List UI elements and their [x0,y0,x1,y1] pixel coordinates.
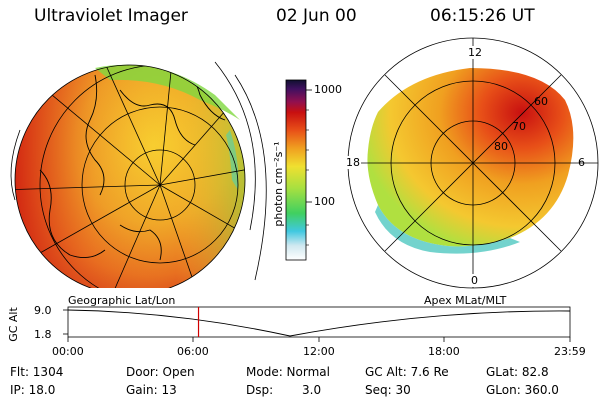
app-title: Ultraviolet Imager [34,6,188,26]
info-seq: Seq: 30 [365,383,411,397]
lat-label-80: 80 [494,140,508,153]
timeline-y-axis-label: GC Alt [6,307,20,342]
time-label: 06:15:26 UT [430,6,535,26]
info-glat: GLat: 82.8 [486,365,549,379]
info-flt: Flt: 1304 [10,365,64,379]
timeline-y-tick-1.8: 1.8 [34,328,52,341]
timeline-right-label: Apex MLat/MLT [424,294,507,307]
lat-label-60: 60 [534,95,548,108]
info-door: Door: Open [126,365,195,379]
timeline-plot [63,306,571,342]
mlt-label-6: 6 [578,156,585,169]
mlt-label-12: 12 [467,46,483,59]
timeline-x-tick-1800: 18:00 [428,345,460,358]
polar-plot [347,37,599,289]
info-mode: Mode: Normal [246,365,330,379]
timeline-x-tick-1200: 12:00 [303,345,335,358]
colorbar-unit-label: photon cm⁻²s⁻¹ [272,141,285,227]
info-dsp-value: 3.0 [302,383,322,397]
colorbar-tick-1000: 1000 [314,83,342,96]
info-glon: GLon: 360.0 [486,383,559,397]
colorbar [285,79,312,261]
date-label: 02 Jun 00 [276,6,357,26]
mlt-label-0: 0 [470,274,479,287]
timeline-x-tick-0600: 06:00 [177,345,209,358]
info-dsp-label: Dsp: [246,383,274,397]
colorbar-tick-100: 100 [314,195,335,208]
mlt-label-18: 18 [345,156,361,169]
timeline-x-tick-0000: 00:00 [52,345,84,358]
info-gain: Gain: 13 [126,383,177,397]
info-gc-alt: GC Alt: 7.6 Re [365,365,449,379]
timeline-y-tick-9: 9.0 [34,304,52,317]
timeline-x-tick-2359: 23:59 [554,345,586,358]
globe-image [10,61,267,288]
timeline-left-label: Geographic Lat/Lon [68,294,176,307]
lat-label-70: 70 [512,120,526,133]
info-ip: IP: 18.0 [10,383,56,397]
